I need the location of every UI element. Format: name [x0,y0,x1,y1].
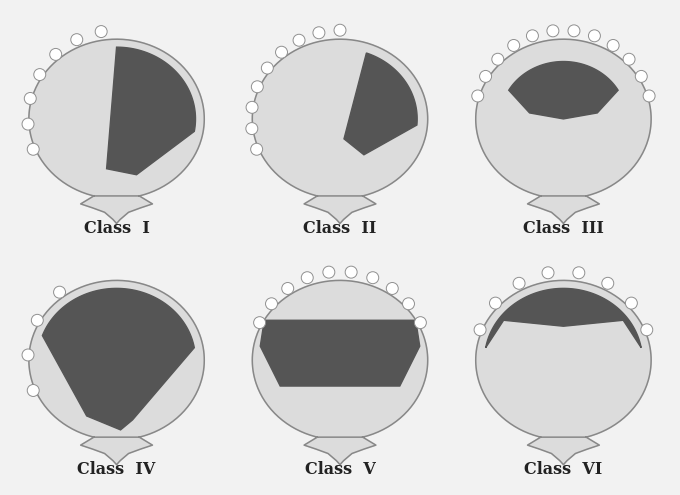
Polygon shape [476,280,651,465]
Circle shape [508,40,520,51]
Circle shape [542,267,554,279]
Circle shape [588,30,600,42]
Circle shape [607,40,619,51]
Polygon shape [29,280,204,465]
Text: Class  III: Class III [523,219,604,237]
Circle shape [22,349,34,361]
Circle shape [492,53,504,65]
Circle shape [27,143,39,155]
Text: Class  VI: Class VI [524,461,602,478]
Circle shape [251,143,262,155]
Circle shape [293,34,305,46]
Circle shape [301,272,313,284]
Circle shape [414,317,426,329]
Circle shape [27,385,39,396]
Polygon shape [260,320,420,386]
Circle shape [635,70,647,82]
Circle shape [246,101,258,113]
Circle shape [50,49,62,60]
Circle shape [22,118,34,130]
Circle shape [71,34,83,46]
Circle shape [472,90,483,102]
Polygon shape [486,289,641,347]
Text: Class  IV: Class IV [78,461,156,478]
Polygon shape [29,39,204,223]
Circle shape [568,25,580,37]
Circle shape [367,272,379,284]
Text: Class  V: Class V [305,461,375,478]
Circle shape [313,27,325,39]
Circle shape [282,283,294,295]
Circle shape [246,123,258,135]
Circle shape [34,69,46,81]
Polygon shape [42,289,194,430]
Circle shape [252,81,263,93]
Text: Class  I: Class I [84,219,150,237]
Circle shape [547,25,559,37]
Circle shape [345,266,357,278]
Circle shape [54,286,65,298]
Polygon shape [509,61,618,119]
Circle shape [24,93,36,104]
Polygon shape [252,39,428,223]
Circle shape [474,324,486,336]
Circle shape [261,62,273,74]
Circle shape [254,317,266,329]
Circle shape [403,298,415,310]
Circle shape [623,53,635,65]
Circle shape [643,90,655,102]
Polygon shape [252,280,428,465]
Polygon shape [107,47,196,175]
Circle shape [334,24,346,36]
Circle shape [513,277,525,289]
Circle shape [526,30,539,42]
Circle shape [323,266,335,278]
Text: Class  II: Class II [303,219,377,237]
Circle shape [265,298,277,310]
Circle shape [386,283,398,295]
Circle shape [275,46,288,58]
Circle shape [95,26,107,38]
Circle shape [641,324,653,336]
Circle shape [479,70,492,82]
Circle shape [490,297,501,309]
Circle shape [626,297,637,309]
Polygon shape [344,53,417,155]
Circle shape [573,267,585,279]
Circle shape [602,277,614,289]
Circle shape [31,314,44,326]
Polygon shape [476,39,651,223]
